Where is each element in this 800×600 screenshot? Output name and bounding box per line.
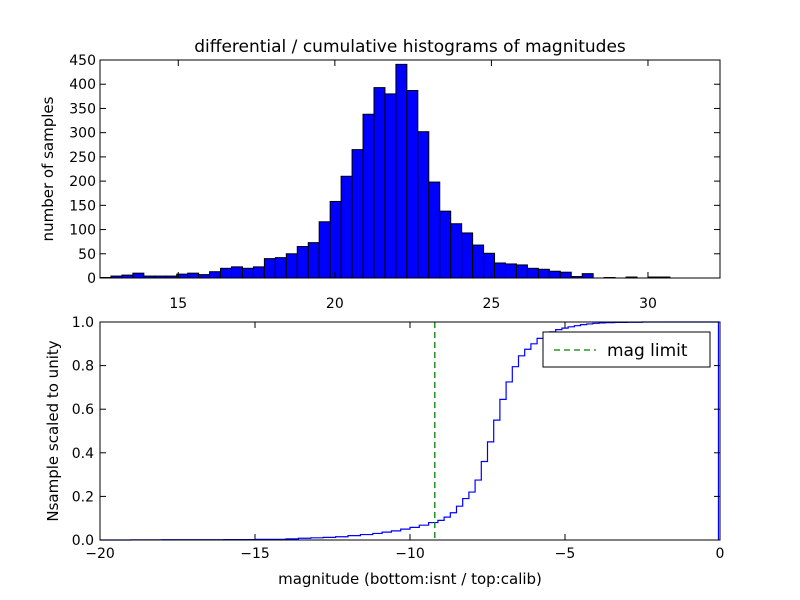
histogram-x-tick-label: 25 bbox=[483, 296, 501, 312]
cumulative-x-axis-label: magnitude (bottom:isnt / top:calib) bbox=[278, 570, 542, 588]
histogram-bar bbox=[494, 262, 507, 279]
histogram-bar bbox=[417, 131, 430, 279]
histogram-x-tick-label: 30 bbox=[639, 296, 657, 312]
cumulative-step-path bbox=[100, 321, 720, 541]
histogram-bar bbox=[384, 93, 397, 279]
histogram-axes-frame bbox=[99, 59, 721, 279]
histogram-y-tick-label: 200 bbox=[69, 174, 96, 190]
histogram-y-tick-label: 350 bbox=[69, 101, 96, 117]
cumulative-x-tick-label: −15 bbox=[240, 546, 270, 562]
cumulative-y-tick-label: 1.0 bbox=[72, 315, 94, 331]
histogram-bar bbox=[537, 268, 550, 279]
histogram-bar bbox=[209, 271, 222, 279]
histogram-bar bbox=[472, 244, 485, 279]
chart-title: differential / cumulative histograms of … bbox=[194, 37, 626, 57]
histogram-y-axis-label: number of samples bbox=[39, 96, 57, 241]
histogram-bar bbox=[515, 264, 528, 279]
cumulative-axes-frame bbox=[99, 321, 721, 541]
histogram-bar bbox=[329, 200, 342, 279]
histogram-bar bbox=[274, 257, 287, 279]
cumulative-x-tick-label: −20 bbox=[85, 546, 115, 562]
histogram-bar bbox=[428, 181, 441, 279]
histogram-panel: differential / cumulative histograms of … bbox=[39, 37, 721, 312]
histogram-bar bbox=[483, 252, 496, 279]
cumulative-y-tick-label: 0.4 bbox=[72, 446, 94, 462]
histogram-bar bbox=[263, 258, 276, 279]
histogram-bar bbox=[461, 232, 474, 279]
histogram-bar bbox=[559, 271, 572, 279]
histogram-bar bbox=[241, 267, 254, 279]
cumulative-y-tick-label: 0.6 bbox=[72, 402, 94, 418]
cumulative-panel: 0.0 0.2 0.4 0.6 0.8 1.0 −20 −15 −10 −5 0 magnitude… bbox=[44, 315, 724, 588]
cumulative-step-line bbox=[100, 321, 720, 541]
histogram-x-tick-label: 15 bbox=[169, 296, 187, 312]
histogram-bar bbox=[439, 210, 452, 279]
histogram-y-tick-label: 250 bbox=[69, 150, 96, 166]
histogram-y-tick-label: 50 bbox=[78, 247, 96, 263]
legend: mag limit bbox=[542, 331, 711, 368]
histogram-bar bbox=[318, 221, 331, 279]
histogram-bar bbox=[505, 263, 517, 279]
histogram-bar bbox=[548, 270, 561, 279]
histogram-bar bbox=[132, 272, 145, 279]
histogram-bar bbox=[340, 175, 353, 279]
histogram-bar bbox=[581, 273, 594, 279]
histogram-y-tick-label: 450 bbox=[69, 53, 96, 69]
histogram-bar bbox=[406, 90, 419, 279]
histogram-bar bbox=[198, 274, 211, 279]
histogram-bar bbox=[450, 223, 463, 279]
histogram-bar bbox=[373, 87, 386, 279]
cumulative-y-tick-label: 0.8 bbox=[72, 359, 94, 375]
histogram-bar bbox=[187, 272, 200, 279]
histogram-bar bbox=[351, 149, 364, 279]
histogram-y-tick-label: 150 bbox=[69, 198, 96, 214]
histogram-bar bbox=[307, 242, 320, 279]
cumulative-y-tick-label: 0.0 bbox=[72, 533, 94, 549]
histogram-bar bbox=[220, 267, 233, 279]
histogram-bar bbox=[296, 246, 309, 279]
histogram-bar bbox=[285, 253, 298, 279]
histogram-x-tick-label: 20 bbox=[326, 296, 344, 312]
cumulative-y-axis-label: Nsample scaled to unity bbox=[44, 340, 62, 521]
histogram-bar bbox=[395, 63, 408, 279]
cumulative-y-tick-label: 0.2 bbox=[72, 489, 94, 505]
cumulative-x-tick-label: −5 bbox=[555, 546, 576, 562]
histogram-bar bbox=[252, 266, 265, 279]
cumulative-x-tick-label: −10 bbox=[395, 546, 425, 562]
histogram-y-tick-label: 100 bbox=[69, 223, 96, 239]
histogram-y-tick-label: 300 bbox=[69, 126, 96, 142]
legend-label-mag-limit: mag limit bbox=[607, 341, 688, 361]
histogram-bar bbox=[526, 267, 539, 279]
histogram-y-tick-label: 0 bbox=[87, 271, 96, 287]
cumulative-x-tick-label: 0 bbox=[716, 546, 725, 562]
histogram-bar bbox=[231, 266, 243, 279]
histogram-y-tick-label: 400 bbox=[69, 77, 96, 93]
legend-box bbox=[542, 331, 711, 368]
histogram-bar bbox=[362, 113, 375, 279]
